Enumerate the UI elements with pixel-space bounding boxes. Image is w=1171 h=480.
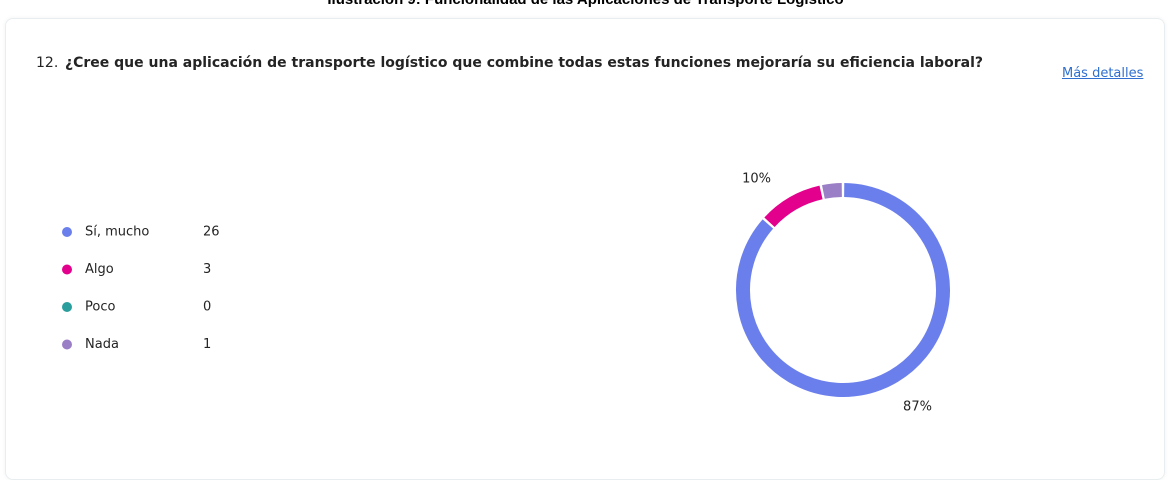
question-text: ¿Cree que una aplicación de transporte l… — [65, 55, 983, 71]
question-number: 12. — [36, 55, 59, 71]
legend-swatch — [62, 264, 72, 275]
details-link[interactable]: Más detalles — [1062, 66, 1144, 81]
legend-count: 1 — [203, 337, 211, 352]
donut-slice — [764, 185, 823, 228]
chart: Sí, mucho 26 Algo 3 Poco 0 Nada 1 87% 10% — [62, 172, 950, 414]
legend-swatch — [62, 302, 72, 312]
slice-label: 87% — [903, 399, 932, 414]
donut-slice — [736, 183, 950, 397]
caption: Ilustración 9: Funcionalidad de las Apli… — [0, 0, 1171, 8]
legend-label: Sí, mucho — [85, 225, 149, 240]
legend-count: 0 — [203, 300, 211, 315]
legend-count: 3 — [203, 262, 211, 277]
legend-label: Poco — [85, 300, 115, 315]
donut-slice — [822, 183, 843, 199]
legend-swatch — [62, 339, 72, 350]
legend-label: Algo — [85, 262, 114, 277]
legend-count: 26 — [203, 225, 220, 240]
legend-swatch — [62, 227, 72, 237]
slice-label: 10% — [742, 172, 771, 187]
legend-label: Nada — [85, 337, 119, 352]
